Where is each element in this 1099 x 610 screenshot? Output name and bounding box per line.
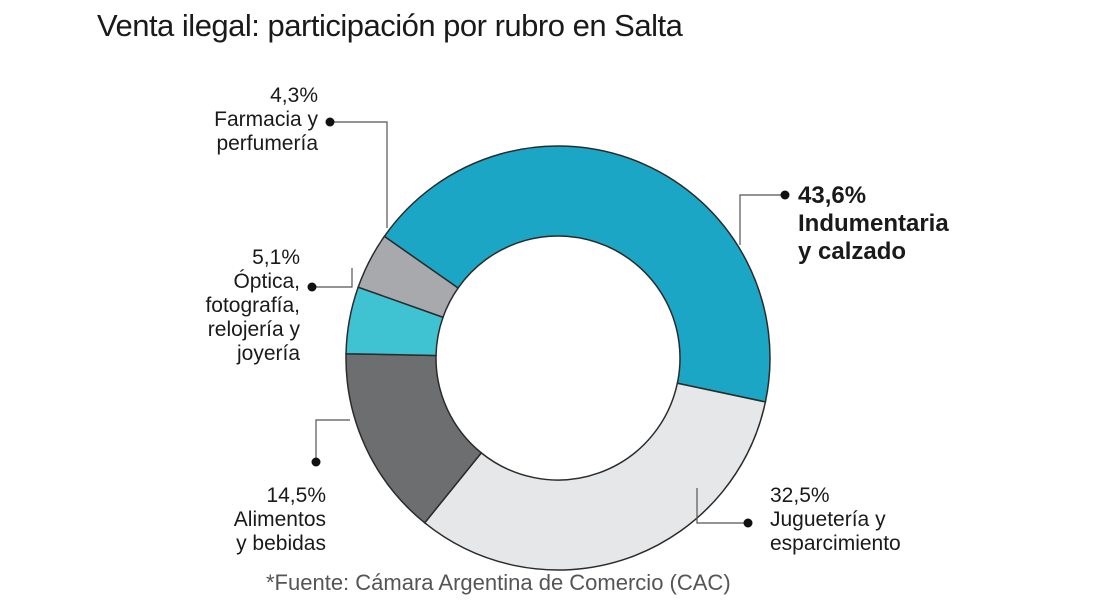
label-optica: 5,1% Óptica, fotografía, relojería y joy… — [140, 246, 300, 366]
leader-dot-jugueteria — [743, 518, 753, 528]
label-jugueteria: 32,5% Juguetería y esparcimiento — [770, 484, 1000, 556]
name-alimentos: Alimentos y bebidas — [233, 508, 326, 555]
leader-indumentaria — [739, 194, 785, 245]
leader-jugueteria — [696, 488, 748, 524]
label-alimentos: 14,5% Alimentos y bebidas — [160, 484, 326, 556]
name-optica: Óptica, fotografía, relojería y joyería — [205, 270, 300, 365]
name-jugueteria: Juguetería y esparcimiento — [770, 508, 901, 555]
leader-optica — [312, 268, 353, 288]
pct-jugueteria: 32,5% — [770, 484, 830, 507]
name-indumentaria: Indumentaria y calzado — [798, 210, 949, 265]
name-farmacia: Farmacia y perfumería — [214, 108, 318, 155]
label-farmacia: 4,3% Farmacia y perfumería — [160, 84, 318, 156]
slice-jugueteria — [423, 382, 767, 571]
leader-dot-optica — [307, 282, 317, 292]
leader-dot-alimentos — [311, 457, 321, 467]
pct-farmacia: 4,3% — [270, 84, 318, 107]
chart-source: *Fuente: Cámara Argentina de Comercio (C… — [266, 570, 731, 595]
pct-indumentaria: 43,6% — [798, 182, 867, 209]
chart-title: Venta ilegal: participación por rubro en… — [97, 8, 683, 43]
slice-indumentaria — [383, 145, 771, 403]
label-indumentaria: 43,6% Indumentaria y calzado — [798, 182, 1028, 266]
leader-dot-farmacia — [325, 117, 335, 127]
slice-farmacia — [357, 235, 460, 319]
leader-alimentos — [315, 419, 350, 462]
leader-farmacia — [330, 121, 388, 228]
pct-alimentos: 14,5% — [266, 484, 326, 507]
leader-dot-indumentaria — [780, 190, 790, 200]
pct-optica: 5,1% — [252, 246, 300, 269]
